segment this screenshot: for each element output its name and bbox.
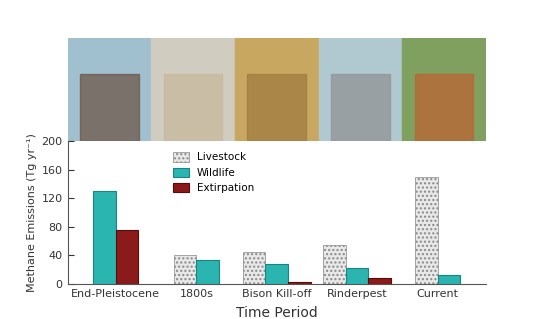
Bar xyxy=(235,38,319,141)
Bar xyxy=(116,231,138,284)
Bar xyxy=(164,74,222,141)
Bar xyxy=(368,278,391,284)
Y-axis label: Methane Emissions (Tg yr⁻¹): Methane Emissions (Tg yr⁻¹) xyxy=(28,133,37,292)
Bar xyxy=(415,177,438,284)
Bar xyxy=(331,74,390,141)
Bar xyxy=(319,38,402,141)
Bar xyxy=(438,275,460,284)
X-axis label: Time Period: Time Period xyxy=(236,306,318,319)
Bar xyxy=(247,74,306,141)
Bar xyxy=(68,38,151,141)
Bar xyxy=(243,252,266,284)
Legend: Livestock, Wildlife, Extirpation: Livestock, Wildlife, Extirpation xyxy=(169,148,259,197)
Bar xyxy=(151,38,235,141)
Bar xyxy=(415,74,474,141)
Bar xyxy=(93,191,116,284)
Bar xyxy=(346,268,368,284)
Bar xyxy=(288,282,310,284)
Bar xyxy=(174,256,196,284)
Bar xyxy=(80,74,139,141)
Bar xyxy=(402,38,486,141)
Bar xyxy=(266,264,288,284)
Bar xyxy=(196,260,219,284)
Bar xyxy=(323,245,346,284)
